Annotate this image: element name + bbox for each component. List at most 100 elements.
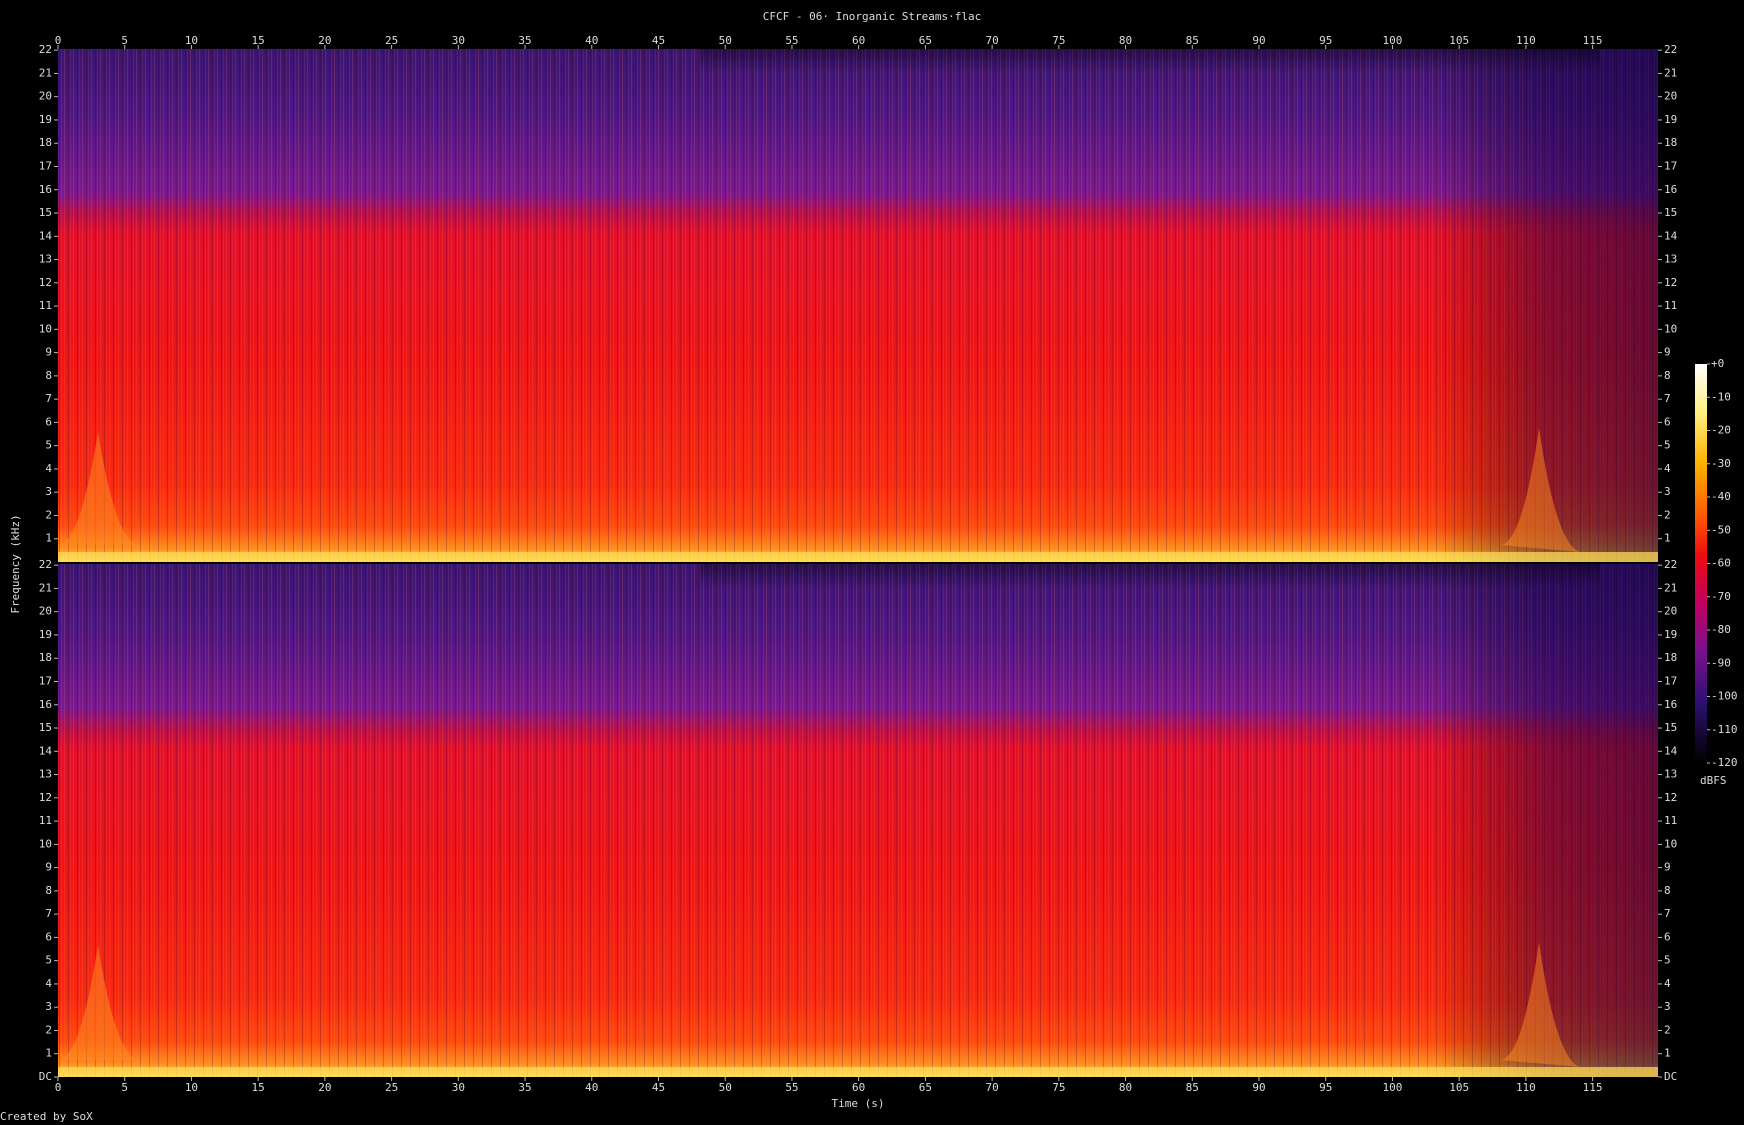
- low-band: [58, 552, 1658, 562]
- colorbar-tick-label: -70: [1711, 590, 1731, 603]
- y-tick-label: 8: [45, 369, 52, 382]
- y-tick-label: 5: [45, 954, 52, 967]
- y-tick-label: 16: [1664, 183, 1677, 196]
- shade: [700, 564, 1600, 644]
- sweep: [58, 432, 140, 545]
- y-tick-label: 11: [1664, 814, 1677, 827]
- x-tick-label: 20: [318, 34, 331, 47]
- y-tick-label: 16: [39, 698, 52, 711]
- y-tick-label: 19: [39, 113, 52, 126]
- y-tick-label: 4: [45, 977, 52, 990]
- y-tick-label: 11: [39, 299, 52, 312]
- x-tick-label: 70: [985, 1081, 998, 1094]
- y-tick-label: 6: [45, 930, 52, 943]
- x-tick-label: 80: [1119, 1081, 1132, 1094]
- x-tick-label: 15: [252, 1081, 265, 1094]
- x-tick-label: 45: [652, 1081, 665, 1094]
- x-tick-label: 25: [385, 1081, 398, 1094]
- y-axis-label: Frequency (kHz): [9, 514, 22, 613]
- y-tick-label: DC: [39, 1070, 52, 1083]
- y-tick-label: DC: [1664, 1070, 1677, 1083]
- x-tick-label: 35: [518, 34, 531, 47]
- x-tick-label: 30: [452, 1081, 465, 1094]
- y-tick-label: 13: [39, 253, 52, 266]
- colorbar-tick-label: -80: [1711, 623, 1731, 636]
- sweep: [1500, 428, 1580, 552]
- y-tick-label: 10: [39, 322, 52, 335]
- colorbar-tick-label: -10: [1711, 390, 1731, 403]
- y-tick-label: 17: [39, 674, 52, 687]
- spectrogram-bottom: [58, 564, 1658, 1077]
- y-tick-label: 14: [1664, 229, 1678, 242]
- x-tick-label: 90: [1252, 34, 1265, 47]
- y-tick-label: 18: [1664, 651, 1677, 664]
- y-tick-label: 8: [1664, 369, 1671, 382]
- y-tick-label: 2: [45, 1023, 52, 1036]
- low-band: [58, 1067, 1658, 1077]
- y-tick-label: 22: [1664, 558, 1677, 571]
- y-tick-label: 17: [1664, 674, 1677, 687]
- y-tick-label: 14: [39, 744, 53, 757]
- x-tick-label: 10: [185, 34, 198, 47]
- y-tick-label: 1: [1664, 1047, 1671, 1060]
- shade: [58, 564, 1658, 1077]
- x-tick-label: 0: [55, 1081, 62, 1094]
- y-tick-label: 10: [1664, 322, 1677, 335]
- x-axis-label: Time (s): [832, 1097, 885, 1110]
- y-tick-label: 18: [39, 136, 52, 149]
- colorbar-tick-label: -40: [1711, 490, 1731, 503]
- y-tick-label: 7: [1664, 392, 1671, 405]
- x-tick-label: 40: [585, 34, 598, 47]
- x-tick-label: 10: [185, 1081, 198, 1094]
- x-tick-label: 35: [518, 1081, 531, 1094]
- colorbar-tick-label: -20: [1711, 424, 1731, 437]
- x-tick-label: 45: [652, 34, 665, 47]
- y-tick-label: 16: [39, 183, 52, 196]
- y-tick-label: 15: [1664, 721, 1677, 734]
- x-tick-label: 55: [785, 34, 798, 47]
- y-tick-label: 12: [1664, 276, 1677, 289]
- x-tick-label: 95: [1319, 34, 1332, 47]
- y-tick-label: 6: [1664, 930, 1671, 943]
- y-tick-label: 12: [39, 276, 52, 289]
- shade: [58, 49, 1658, 562]
- y-tick-label: 11: [39, 814, 52, 827]
- y-tick-label: 2: [1664, 1023, 1671, 1036]
- y-tick-label: 13: [1664, 253, 1677, 266]
- y-tick-label: 21: [1664, 581, 1677, 594]
- y-tick-label: 3: [45, 485, 52, 498]
- x-tick-label: 110: [1516, 1081, 1536, 1094]
- x-tick-label: 20: [318, 1081, 331, 1094]
- y-tick-label: 4: [45, 462, 52, 475]
- y-tick-label: 7: [1664, 907, 1671, 920]
- colorbar-tick-label: -60: [1711, 557, 1731, 570]
- y-tick-label: 12: [1664, 791, 1677, 804]
- y-tick-label: 1: [45, 532, 52, 545]
- y-tick-label: 5: [45, 439, 52, 452]
- x-tick-label: 95: [1319, 1081, 1332, 1094]
- x-tick-label: 75: [1052, 1081, 1065, 1094]
- y-tick-label: 4: [1664, 977, 1671, 990]
- y-tick-label: 1: [45, 1047, 52, 1060]
- y-tick-label: 6: [45, 415, 52, 428]
- y-tick-label: 9: [1664, 861, 1671, 874]
- colorbar-tick-label: -30: [1711, 457, 1731, 470]
- x-tick-label: 105: [1449, 34, 1469, 47]
- y-tick-label: 6: [1664, 415, 1671, 428]
- y-tick-label: 22: [39, 43, 52, 56]
- x-tick-label: 100: [1383, 34, 1403, 47]
- y-tick-label: 8: [45, 884, 52, 897]
- y-tick-label: 4: [1664, 462, 1671, 475]
- y-tick-label: 9: [1664, 346, 1671, 359]
- x-tick-label: 5: [121, 34, 128, 47]
- x-tick-label: 0: [55, 34, 62, 47]
- y-tick-label: 7: [45, 907, 52, 920]
- y-tick-label: 15: [39, 206, 52, 219]
- x-tick-label: 15: [252, 34, 265, 47]
- x-tick-label: 60: [852, 1081, 865, 1094]
- y-tick-label: 22: [39, 558, 52, 571]
- y-tick-label: 18: [1664, 136, 1677, 149]
- colorbar-tick-label: -120: [1711, 756, 1738, 769]
- x-tick-label: 60: [852, 34, 865, 47]
